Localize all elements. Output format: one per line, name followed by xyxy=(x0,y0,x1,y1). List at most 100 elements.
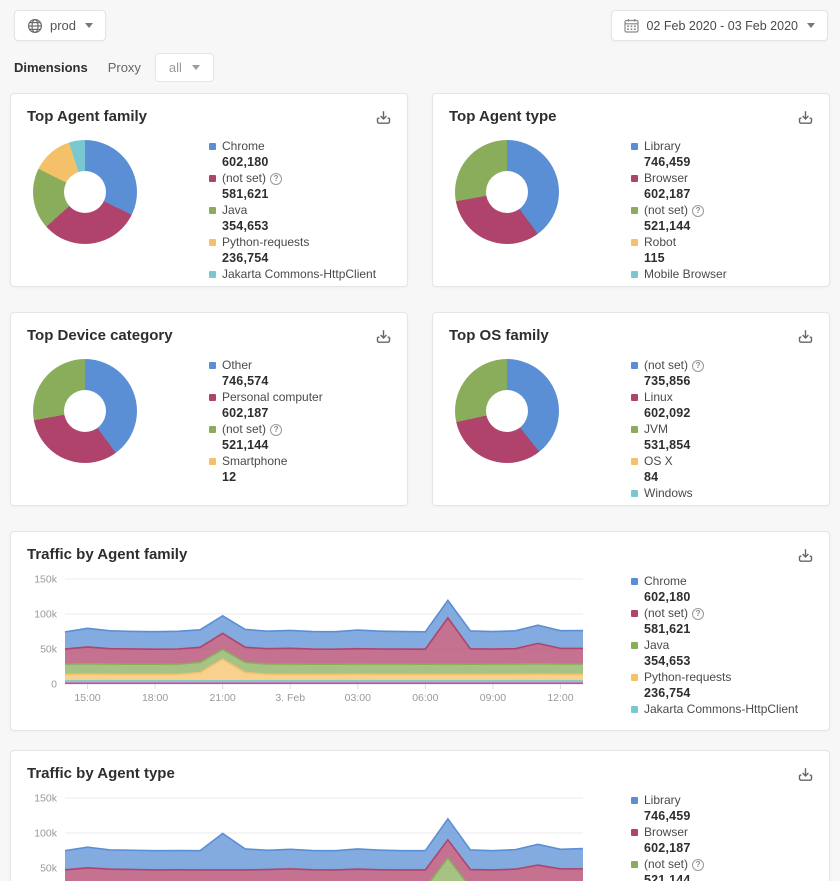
legend-value: 581,621 xyxy=(644,622,691,636)
legend-label: (not set) xyxy=(644,606,689,620)
legend-label: Library xyxy=(644,139,681,153)
chart-legend: Chrome 602,180 (not set)? 581,621 Java 354,65… xyxy=(209,138,376,282)
chevron-down-icon xyxy=(85,23,94,28)
legend-label: Library xyxy=(644,793,681,807)
legend-value: 84 xyxy=(644,470,659,484)
legend-item: Windows xyxy=(631,486,704,501)
legend-item: (not set)? xyxy=(209,422,323,437)
chevron-down-icon xyxy=(807,23,815,28)
legend-swatch xyxy=(631,239,638,246)
legend-label: Browser xyxy=(644,171,689,185)
legend-swatch xyxy=(631,362,638,369)
legend-item: JVM xyxy=(631,422,704,437)
legend-swatch xyxy=(631,458,638,465)
legend-value: 602,180 xyxy=(222,155,269,169)
card-top-agent-family: Top Agent family Chrome 602,180 (not set)?… xyxy=(10,93,408,287)
environment-label: prod xyxy=(50,18,77,33)
legend-swatch xyxy=(631,490,638,497)
question-mark-icon[interactable]: ? xyxy=(270,423,283,436)
card-top-os-family: Top OS family (not set)? 735,856 Linux 602,… xyxy=(432,312,830,506)
card-top-agent-type: Top Agent type Library 746,459 Browser 602,… xyxy=(432,93,830,287)
download-icon[interactable] xyxy=(798,548,813,563)
legend-swatch xyxy=(631,578,638,585)
top-bar: prod 02 Feb 2020 - 03 Feb 2020 xyxy=(0,0,840,41)
legend-item: (not set)? xyxy=(631,358,705,373)
download-icon[interactable] xyxy=(798,110,813,125)
legend-swatch xyxy=(209,271,216,278)
card-title: Top Agent family xyxy=(27,108,147,125)
svg-text:0: 0 xyxy=(51,679,57,691)
legend-swatch xyxy=(631,861,638,868)
legend-swatch xyxy=(209,394,216,401)
legend-swatch xyxy=(631,797,638,804)
download-icon[interactable] xyxy=(376,329,391,344)
svg-text:06:00: 06:00 xyxy=(412,692,438,704)
legend-swatch xyxy=(631,426,638,433)
legend-label: Robot xyxy=(644,235,677,249)
question-mark-icon[interactable]: ? xyxy=(692,607,705,620)
proxy-select[interactable]: all xyxy=(154,52,214,82)
chart-legend: Other 746,574 Personal computer 602,187 (not… xyxy=(209,357,323,486)
svg-text:150k: 150k xyxy=(34,793,58,805)
download-icon[interactable] xyxy=(798,329,813,344)
legend-label: (not set) xyxy=(222,171,267,185)
question-mark-icon[interactable]: ? xyxy=(692,359,705,372)
legend-label: (not set) xyxy=(222,422,267,436)
legend-value: 521,144 xyxy=(222,438,269,452)
legend-swatch xyxy=(631,175,638,182)
legend-value: 115 xyxy=(644,251,665,265)
legend-swatch xyxy=(631,674,638,681)
filter-bar: Dimensions Proxy all xyxy=(14,52,826,82)
donut-chart-agent-type xyxy=(455,140,559,244)
legend-value: 746,459 xyxy=(644,155,691,169)
legend-swatch xyxy=(631,642,638,649)
legend-label: Browser xyxy=(644,825,689,839)
legend-label: Java xyxy=(644,638,670,652)
legend-item: Other xyxy=(209,358,323,373)
donut-chart-device-category xyxy=(33,359,137,463)
legend-value: 521,144 xyxy=(644,873,691,881)
legend-value: 746,459 xyxy=(644,809,691,823)
legend-value: 236,754 xyxy=(644,686,691,700)
dimensions-label: Dimensions xyxy=(14,59,88,75)
legend-item: Browser xyxy=(631,825,821,840)
legend-swatch xyxy=(631,829,638,836)
donut-cards-row-2: Top Device category Other 746,574 Personal… xyxy=(10,312,830,506)
legend-label: Personal computer xyxy=(222,390,323,404)
legend-item: Library xyxy=(631,139,727,154)
legend-label: Smartphone xyxy=(222,454,288,468)
proxy-label: Proxy xyxy=(107,59,141,75)
date-range-button[interactable]: 02 Feb 2020 - 03 Feb 2020 xyxy=(611,10,828,41)
stacked-area-chart-agent-family: 0 50k 100k 150k 15:00 18:00 21:00 3. Feb 03:00 06… xyxy=(34,574,584,704)
svg-text:18:00: 18:00 xyxy=(142,692,168,704)
question-mark-icon[interactable]: ? xyxy=(692,858,705,871)
legend-item: Chrome xyxy=(209,139,376,154)
card-title: Traffic by Agent family xyxy=(27,546,188,563)
legend-label: Jakarta Commons-HttpClient xyxy=(644,702,799,716)
svg-text:03:00: 03:00 xyxy=(345,692,371,704)
environment-selector[interactable]: prod xyxy=(14,10,107,41)
legend-swatch xyxy=(631,207,638,214)
legend-value: 354,653 xyxy=(222,219,269,233)
legend-label: (not set) xyxy=(644,358,689,372)
svg-text:100k: 100k xyxy=(34,828,58,840)
legend-item: Personal computer xyxy=(209,390,323,405)
legend-swatch xyxy=(631,610,638,617)
legend-label: Java xyxy=(222,203,248,217)
legend-item: (not set)? xyxy=(631,203,727,218)
question-mark-icon[interactable]: ? xyxy=(692,204,705,217)
question-mark-icon[interactable]: ? xyxy=(270,172,283,185)
chart-legend: Library 746,459 Browser 602,187 (not set)? 52… xyxy=(631,792,821,881)
legend-value: 735,856 xyxy=(644,374,691,388)
legend-item: Jakarta Commons-HttpClient xyxy=(209,267,376,282)
svg-text:50k: 50k xyxy=(40,644,58,656)
date-range-label: 02 Feb 2020 - 03 Feb 2020 xyxy=(646,18,798,33)
legend-value: 602,187 xyxy=(222,406,269,420)
download-icon[interactable] xyxy=(376,110,391,125)
download-icon[interactable] xyxy=(798,767,813,782)
svg-text:12:00: 12:00 xyxy=(547,692,573,704)
legend-swatch xyxy=(209,143,216,150)
legend-label: Python-requests xyxy=(222,235,310,249)
legend-value: 602,187 xyxy=(644,187,691,201)
